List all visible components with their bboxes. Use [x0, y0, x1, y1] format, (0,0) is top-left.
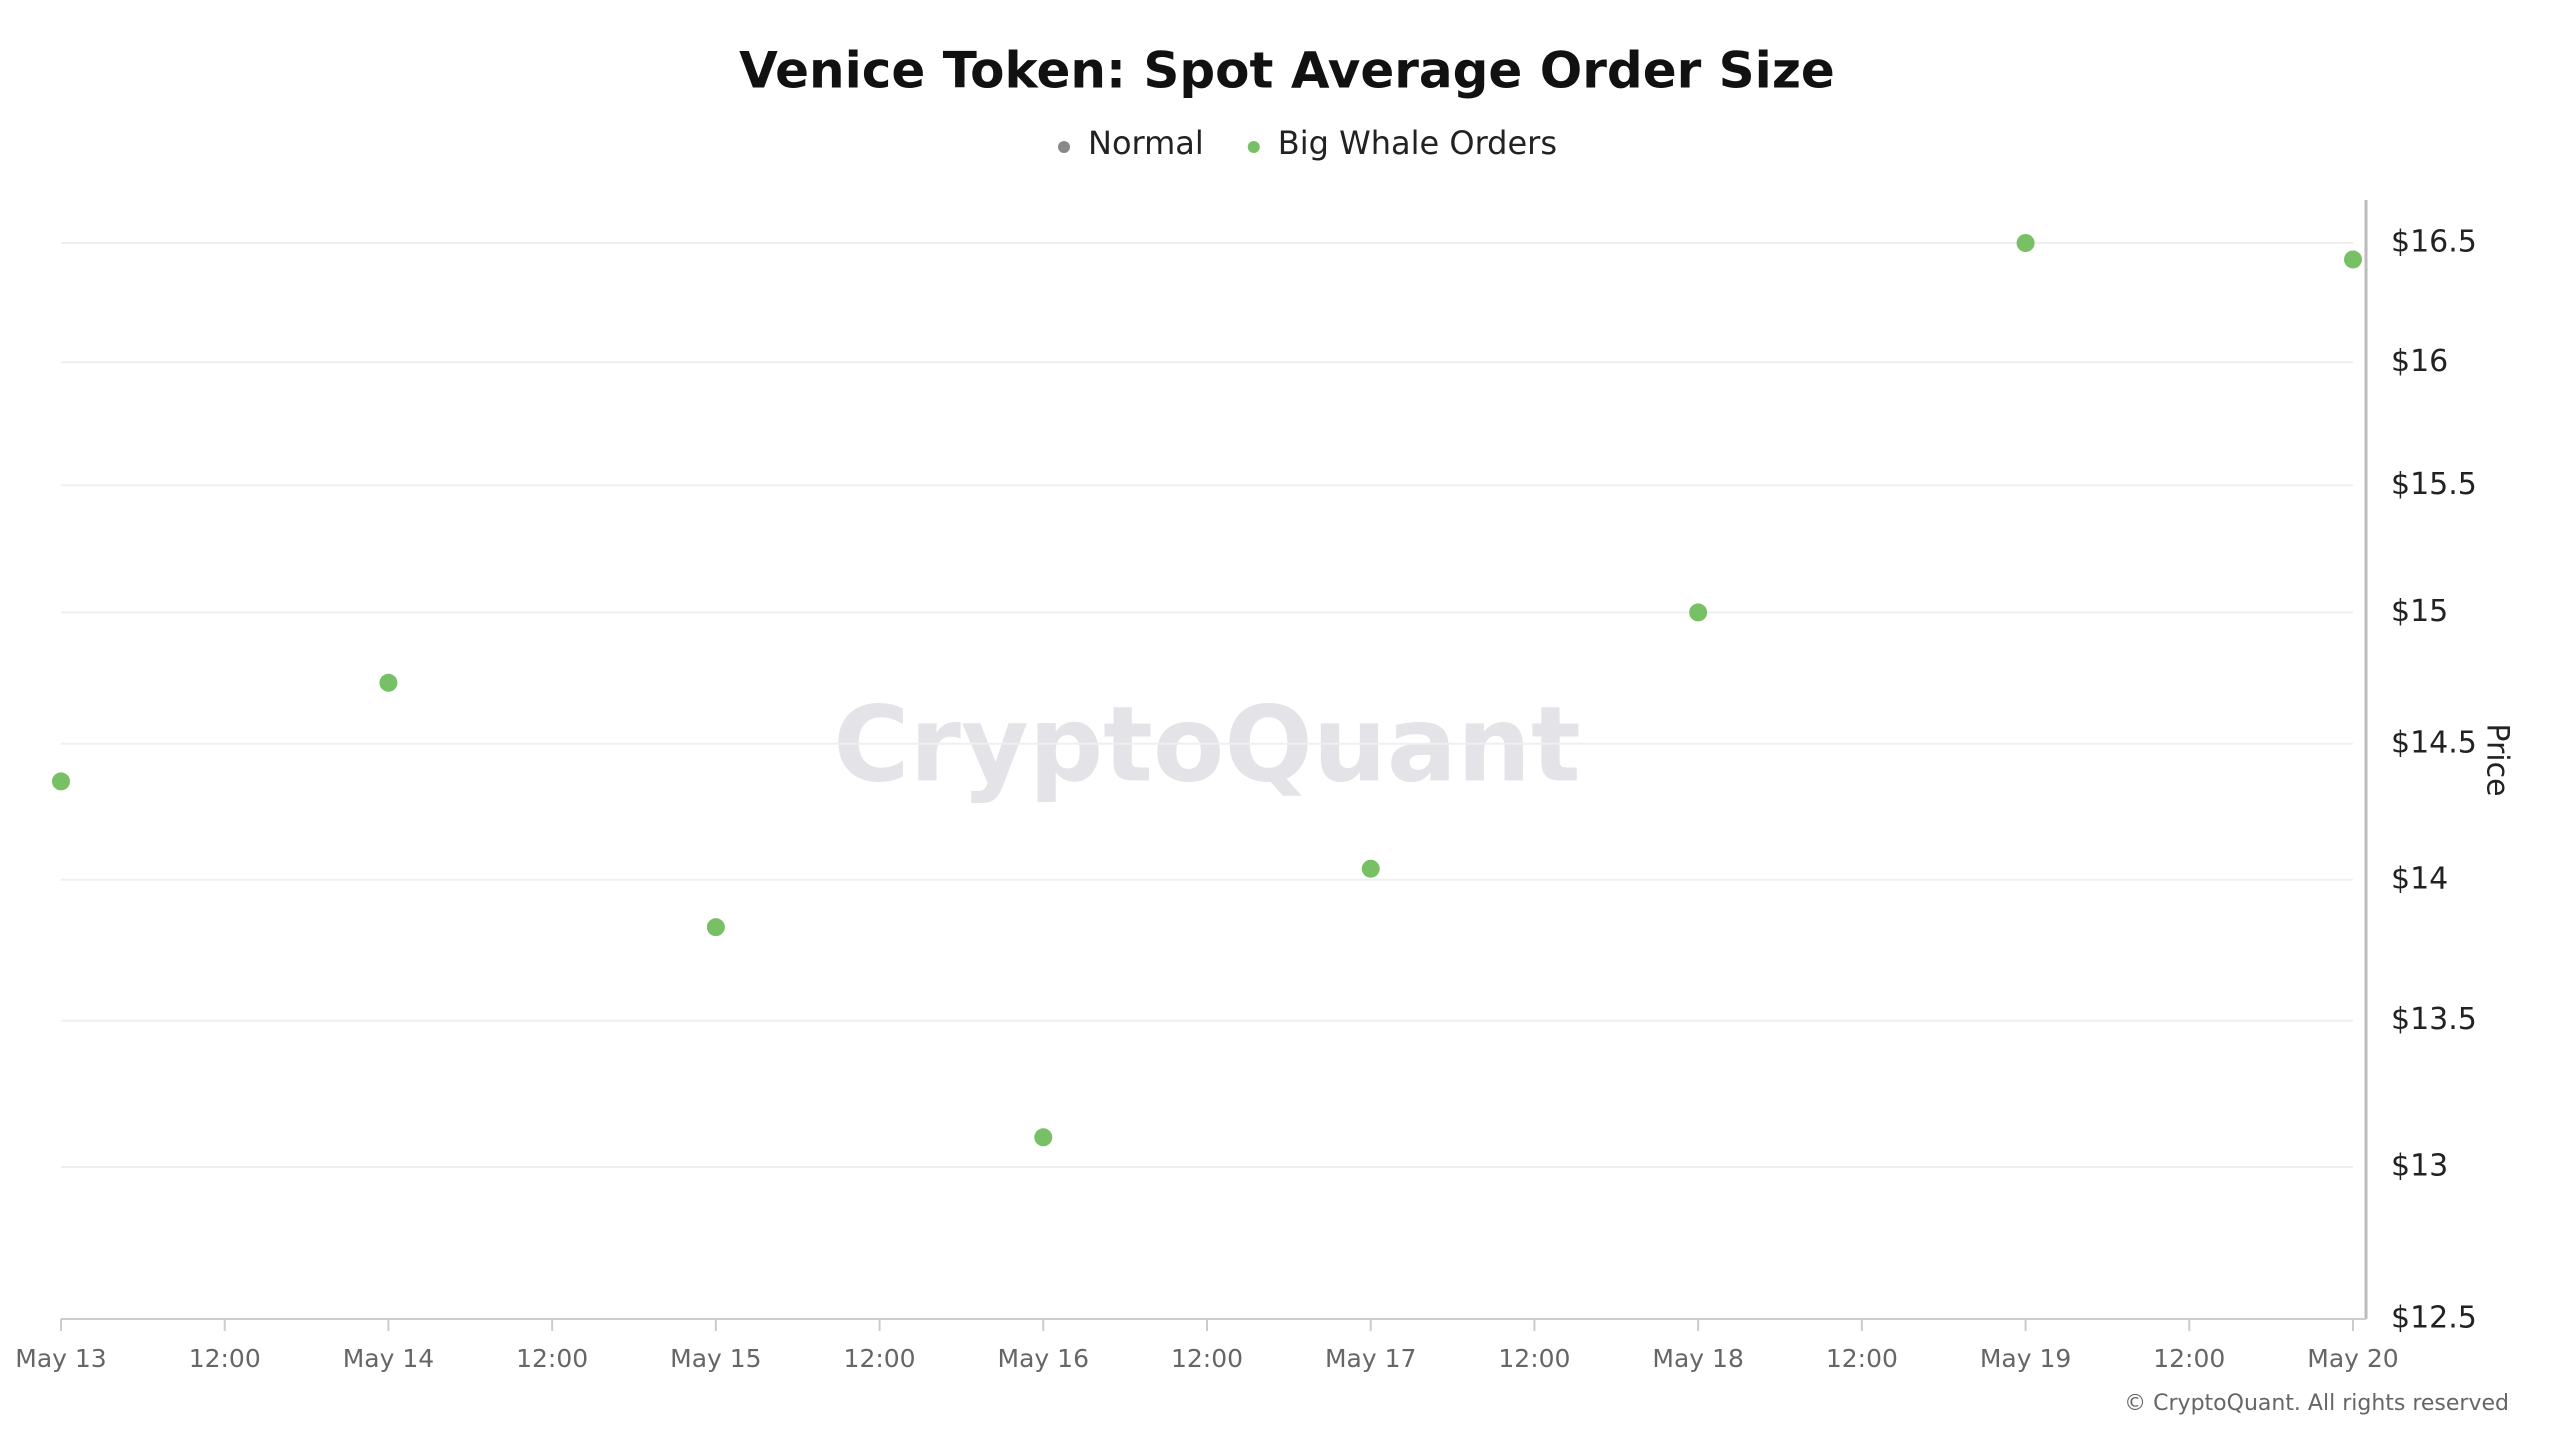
point — [379, 673, 398, 692]
x-tick-label: May 13 — [15, 1344, 106, 1373]
y-tick-label: $15.5 — [2391, 467, 2477, 502]
point — [1034, 1128, 1053, 1147]
x-tick-label: May 19 — [1980, 1344, 2071, 1373]
x-tick-label: May 16 — [998, 1344, 1089, 1373]
x-tick-label: 12:00 — [516, 1344, 588, 1373]
point — [2016, 234, 2035, 252]
x-tick-label: 12:00 — [844, 1344, 916, 1373]
x-tick-label: May 14 — [343, 1344, 434, 1373]
legend-label: Big Whale Orders — [1278, 124, 1557, 162]
legend-label: Normal — [1088, 124, 1204, 162]
chart-title: Venice Token: Spot Average Order Size — [739, 42, 1835, 100]
y-axis-title: Price — [2480, 723, 2515, 796]
y-tick-label: $16 — [2391, 344, 2448, 379]
point — [2344, 250, 2362, 269]
x-tick-label: 12:00 — [1171, 1344, 1243, 1373]
y-tick-label: $12.5 — [2391, 1301, 2477, 1336]
point — [706, 918, 725, 937]
y-tick-label: $15 — [2391, 594, 2448, 629]
footer: © CryptoQuant. All rights reserved — [2124, 1391, 2509, 1416]
legend-marker — [1247, 141, 1260, 153]
x-tick-label: 12:00 — [1826, 1344, 1898, 1373]
y-tick-label: $13 — [2391, 1148, 2448, 1183]
x-tick-label: May 15 — [670, 1344, 761, 1373]
x-tick-label: 12:00 — [189, 1344, 261, 1373]
x-tick-label: May 17 — [1325, 1344, 1416, 1373]
point — [52, 772, 70, 791]
point — [1361, 859, 1380, 878]
y-tick-label: $14 — [2391, 861, 2448, 896]
legend-marker — [1058, 141, 1070, 153]
x-tick-label: May 18 — [1652, 1344, 1743, 1373]
y-tick-label: $13.5 — [2391, 1002, 2477, 1037]
x-tick-label: 12:00 — [2153, 1344, 2225, 1373]
point — [1689, 603, 1708, 622]
x-tick-label: May 20 — [2307, 1344, 2398, 1373]
x-tick-label: 12:00 — [1498, 1344, 1570, 1373]
y-tick-label: $14.5 — [2391, 725, 2477, 760]
y-tick-label: $16.5 — [2391, 225, 2477, 260]
